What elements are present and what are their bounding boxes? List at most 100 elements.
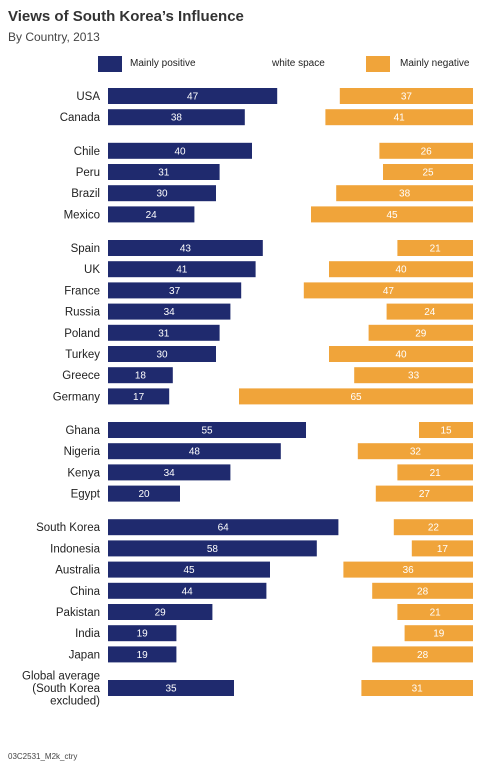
bar-negative-spain	[397, 240, 473, 256]
value-label-negative-australia: 36	[403, 565, 415, 576]
value-label-negative-france: 47	[383, 286, 395, 297]
category-label-mexico: Mexico	[64, 209, 100, 221]
category-label-nigeria: Nigeria	[64, 446, 101, 458]
value-label-negative-spain: 21	[430, 244, 442, 255]
category-label-brazil: Brazil	[71, 188, 100, 200]
value-label-positive-uk: 41	[176, 265, 188, 276]
category-label-france: France	[64, 285, 100, 297]
bar-negative-usa	[339, 88, 473, 104]
value-label-positive-greece: 18	[135, 371, 147, 382]
value-label-positive-china: 44	[182, 586, 194, 597]
value-label-positive-indonesia: 58	[207, 544, 219, 555]
value-label-negative-global-average-south-korea-excluded: 31	[412, 684, 424, 695]
value-label-negative-mexico: 45	[386, 210, 398, 221]
bar-negative-germany	[239, 388, 473, 405]
legend-label-negative: Mainly negative	[400, 58, 470, 69]
category-label-global-average-south-korea-excluded: Global average (South Korea excluded)	[22, 671, 101, 708]
category-label-germany: Germany	[53, 391, 101, 403]
value-label-negative-canada: 41	[394, 113, 406, 124]
value-label-positive-australia: 45	[183, 565, 195, 576]
category-label-egypt: Egypt	[71, 489, 101, 501]
bar-positive-mexico	[108, 206, 195, 223]
value-label-negative-uk: 40	[395, 265, 407, 276]
value-label-negative-chile: 26	[421, 146, 433, 157]
value-label-positive-canada: 38	[171, 113, 183, 124]
value-label-positive-kenya: 34	[164, 468, 176, 479]
bar-positive-india	[108, 625, 177, 642]
bar-negative-ghana	[419, 422, 473, 438]
category-label-kenya: Kenya	[67, 467, 100, 479]
value-label-positive-mexico: 24	[146, 210, 158, 221]
bar-positive-global-average-south-korea-excluded	[108, 680, 234, 696]
value-label-negative-greece: 33	[408, 371, 420, 382]
bar-positive-turkey	[108, 346, 216, 362]
category-label-south-korea: South Korea	[36, 522, 101, 534]
value-label-negative-kenya: 21	[430, 468, 442, 479]
bar-positive-china	[108, 582, 267, 599]
bar-negative-kenya	[397, 464, 473, 481]
bar-positive-brazil	[108, 185, 216, 202]
value-label-positive-south-korea: 64	[218, 523, 230, 534]
value-label-negative-pakistan: 21	[430, 608, 442, 619]
value-label-negative-russia: 24	[424, 307, 436, 318]
value-label-negative-germany: 65	[350, 392, 362, 403]
chart-title: Views of South Korea’s Influence	[8, 8, 244, 25]
value-label-negative-ghana: 15	[440, 426, 452, 437]
bar-negative-china	[372, 582, 473, 599]
value-label-negative-peru: 25	[422, 168, 434, 179]
value-label-negative-egypt: 27	[419, 489, 431, 500]
value-label-negative-poland: 29	[415, 328, 427, 339]
category-label-australia: Australia	[55, 565, 100, 577]
value-label-negative-usa: 37	[401, 92, 413, 103]
bar-positive-uk	[108, 261, 256, 278]
category-label-india: India	[75, 628, 101, 640]
bar-negative-south-korea	[393, 519, 473, 536]
bar-positive-germany	[108, 388, 170, 405]
bar-negative-russia	[386, 303, 473, 320]
bar-negative-australia	[343, 561, 473, 578]
value-label-negative-nigeria: 32	[410, 447, 422, 458]
bar-positive-egypt	[108, 485, 180, 502]
value-label-positive-spain: 43	[180, 244, 192, 255]
bar-negative-turkey	[329, 346, 473, 362]
category-label-turkey: Turkey	[65, 349, 100, 361]
value-label-positive-egypt: 20	[138, 489, 150, 500]
value-label-negative-japan: 28	[417, 650, 429, 661]
bar-positive-greece	[108, 367, 173, 384]
category-label-canada: Canada	[60, 112, 101, 124]
bar-negative-poland	[368, 324, 473, 341]
category-label-poland: Poland	[64, 328, 100, 340]
bar-positive-pakistan	[108, 604, 213, 620]
category-label-pakistan: Pakistan	[56, 607, 100, 619]
legend-swatch-positive	[98, 56, 122, 72]
bar-positive-usa	[108, 88, 278, 104]
value-label-negative-south-korea: 22	[428, 523, 440, 534]
bar-positive-spain	[108, 240, 263, 256]
value-label-positive-japan: 19	[137, 650, 149, 661]
legend-label-positive: Mainly positive	[130, 58, 196, 69]
bar-positive-ghana	[108, 422, 306, 438]
bar-positive-france	[108, 282, 242, 299]
category-label-usa: USA	[76, 91, 100, 103]
category-label-japan: Japan	[69, 649, 100, 661]
bar-negative-peru	[383, 164, 473, 180]
bar-negative-mexico	[311, 206, 473, 223]
bar-positive-canada	[108, 109, 245, 126]
value-label-positive-germany: 17	[133, 392, 145, 403]
value-label-positive-pakistan: 29	[155, 608, 167, 619]
legend-swatch-negative	[366, 56, 390, 72]
value-label-negative-india: 19	[433, 629, 445, 640]
bar-negative-chile	[379, 142, 473, 159]
source-note: 03C2531_M2k_ctry	[8, 752, 78, 761]
bar-negative-brazil	[336, 185, 473, 202]
category-label-peru: Peru	[76, 167, 100, 179]
bar-negative-india	[404, 625, 473, 642]
category-label-greece: Greece	[62, 370, 100, 382]
bar-negative-pakistan	[397, 604, 473, 620]
bar-negative-greece	[354, 367, 473, 384]
value-label-positive-turkey: 30	[156, 350, 168, 361]
chart-subtitle: By Country, 2013	[8, 30, 100, 44]
bar-negative-nigeria	[357, 443, 473, 460]
bar-positive-kenya	[108, 464, 231, 481]
